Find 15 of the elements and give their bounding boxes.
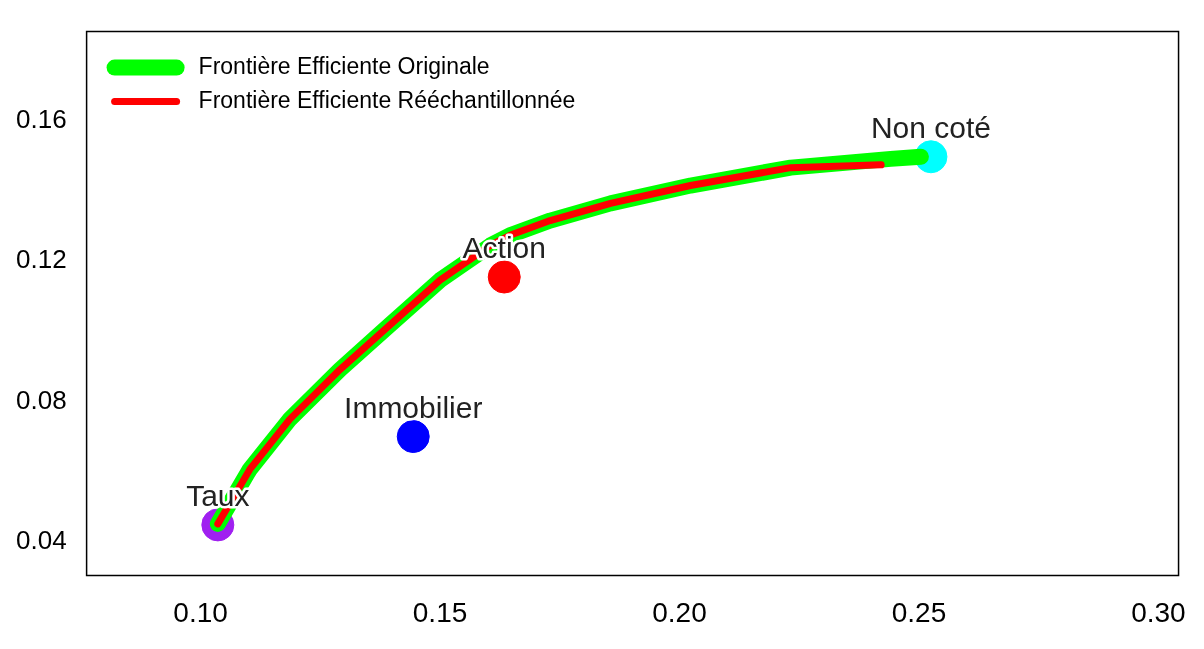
y-tick-label: 0.16 (15, 104, 67, 135)
y-tick-label: 0.04 (15, 524, 67, 555)
y-tick-label: 0.08 (15, 384, 67, 415)
x-tick-label: 0.20 (652, 596, 707, 628)
point (487, 260, 521, 294)
series-label: Non coté (870, 111, 991, 145)
legend-label: Frontière Efficiente Rééchantillonnée (198, 86, 576, 113)
y-tick-label: 0.12 (15, 244, 67, 275)
series-label: Immobilier (344, 390, 483, 424)
point (396, 420, 430, 454)
legend-label: Frontière Efficiente Originale (198, 52, 490, 79)
x-tick-label: 0.25 (891, 596, 947, 628)
x-tick-label: 0.30 (1131, 596, 1186, 628)
x-tick-label: 0.15 (412, 596, 468, 628)
x-tick-label: 0.10 (173, 596, 228, 628)
